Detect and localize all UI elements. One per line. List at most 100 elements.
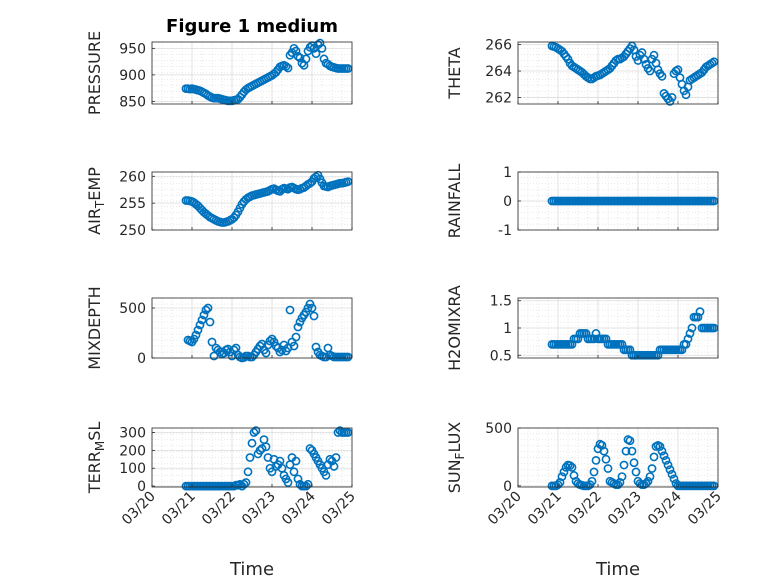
y-tick-label: 500 <box>485 421 512 437</box>
data-point <box>649 50 659 60</box>
data-point <box>683 334 693 344</box>
data-point <box>631 467 641 477</box>
y-tick-label: 1.5 <box>490 294 512 310</box>
data-point <box>589 467 599 477</box>
data-point <box>619 460 629 470</box>
data-point <box>293 322 303 332</box>
y-tick-label: 266 <box>485 38 512 54</box>
y-tick-label: -1 <box>498 223 512 239</box>
data-point <box>275 347 285 357</box>
data-point <box>265 336 275 346</box>
axes-box <box>151 171 353 231</box>
x-tick-label: 03/25 <box>685 489 725 529</box>
data-point <box>663 460 673 470</box>
y-axis-label: H2OMIXRA <box>445 285 464 371</box>
y-axis-label: TERRMSL <box>85 422 107 495</box>
data-point <box>293 51 303 61</box>
x-tick-label: 03/24 <box>279 488 319 528</box>
data-point <box>655 442 665 451</box>
subplot-2: 262 264 266 THETA <box>445 38 719 106</box>
data-point <box>685 329 695 338</box>
y-tick-label: 1 <box>503 165 512 181</box>
data-point <box>681 90 691 100</box>
data-point <box>555 477 565 487</box>
data-point <box>649 452 659 462</box>
axes-box <box>517 427 719 488</box>
y-tick-label: 300 <box>119 425 146 441</box>
data-point <box>591 455 601 465</box>
data-point <box>559 467 569 477</box>
data-point <box>293 474 303 484</box>
data-point <box>209 351 219 361</box>
data-point <box>615 477 625 487</box>
data-point <box>617 472 627 481</box>
data-point <box>203 303 213 313</box>
y-tick-label: 260 <box>119 169 146 185</box>
data-point <box>301 481 311 491</box>
data-point <box>239 353 249 362</box>
data-point <box>591 329 601 338</box>
data-point <box>201 305 211 315</box>
data-point <box>261 348 271 358</box>
subplot-6: 0.5 1 1.5 H2OMIXRA <box>445 285 719 371</box>
data-point <box>193 325 203 335</box>
data-point <box>621 446 631 456</box>
data-point <box>207 337 217 347</box>
data-point <box>643 476 653 486</box>
y-tick-label: 100 <box>119 461 146 477</box>
y-axis-label: RAINFALL <box>445 164 464 239</box>
axes-box <box>517 297 719 359</box>
data-point <box>243 467 253 477</box>
data-point <box>661 455 671 465</box>
data-point <box>601 334 611 344</box>
y-tick-label: 200 <box>119 443 146 459</box>
y-axis-label: THETA <box>445 47 464 99</box>
x-tick-label: 03/25 <box>319 489 359 529</box>
x-tick-label: 03/22 <box>199 489 239 529</box>
data-point <box>565 461 575 470</box>
x-tick-label: 03/23 <box>239 489 279 529</box>
data-point <box>669 474 679 484</box>
chart-title: Figure 1 medium <box>166 16 338 37</box>
x-tick-label: 03/21 <box>525 489 565 529</box>
data-point <box>667 93 677 102</box>
y-tick-label: 262 <box>485 90 512 106</box>
data-point <box>281 61 291 71</box>
data-point <box>569 471 579 480</box>
data-point <box>599 446 609 456</box>
data-point <box>665 465 675 475</box>
x-tick-label: 03/21 <box>159 489 199 529</box>
y-tick-label: 0 <box>503 479 512 495</box>
subplot-1: 850 900 950 PRESSURE Figure 1 medium <box>85 16 353 115</box>
data-point <box>291 456 301 466</box>
x-tick-label: 03/24 <box>645 488 685 528</box>
data-point <box>657 71 667 81</box>
data-point <box>311 49 321 59</box>
y-tick-label: 500 <box>119 301 146 317</box>
y-tick-label: 250 <box>119 223 146 239</box>
data-point <box>647 464 657 473</box>
data-point <box>597 440 607 450</box>
data-point <box>645 472 655 481</box>
data-point <box>681 339 691 349</box>
data-point <box>625 436 635 446</box>
data-point <box>289 467 299 477</box>
x-tick-label: 03/22 <box>565 489 605 529</box>
y-tick-label: 0 <box>137 479 146 495</box>
data-point <box>673 65 683 75</box>
data-point <box>633 56 643 65</box>
y-tick-label: 264 <box>485 64 512 80</box>
data-point <box>603 464 613 473</box>
y-axis-label: AIRTEMP <box>85 167 107 235</box>
y-axis-label: PRESSURE <box>85 31 104 115</box>
data-point <box>285 305 295 315</box>
data-point <box>693 312 703 322</box>
data-point <box>271 341 281 351</box>
y-axis-label: MIXDEPTH <box>85 286 104 369</box>
x-axis-label: Time <box>595 559 640 580</box>
data-point <box>283 63 293 73</box>
x-axis-label: Time <box>229 559 274 580</box>
data-point <box>261 442 271 452</box>
data-point <box>205 317 215 327</box>
